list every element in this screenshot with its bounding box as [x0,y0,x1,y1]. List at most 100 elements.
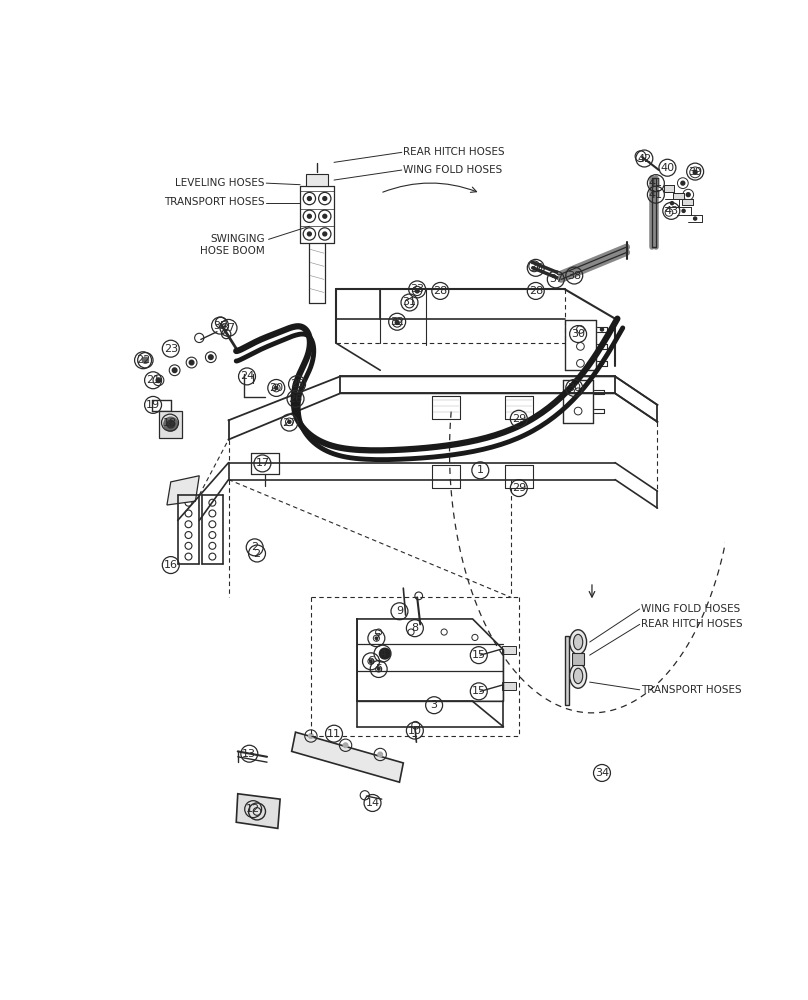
Polygon shape [565,636,569,705]
Circle shape [288,420,291,423]
Text: 11: 11 [327,729,341,739]
Circle shape [682,209,685,212]
Circle shape [693,217,696,220]
Circle shape [686,193,690,197]
Circle shape [308,214,311,218]
Text: WING FOLD HOSES: WING FOLD HOSES [403,165,503,175]
Circle shape [693,170,697,174]
Text: 6: 6 [368,656,374,666]
Text: REAR HITCH HOSES: REAR HITCH HOSES [642,619,743,629]
Polygon shape [236,794,280,828]
Text: 29: 29 [511,414,526,424]
Text: 7: 7 [372,633,380,643]
Text: 41: 41 [649,178,663,188]
Ellipse shape [574,634,583,650]
Text: WING FOLD HOSES: WING FOLD HOSES [642,604,740,614]
Bar [663,185,675,192]
Circle shape [309,734,314,738]
Circle shape [380,648,390,659]
Text: 40: 40 [660,163,675,173]
Text: 9: 9 [396,606,403,616]
Circle shape [167,420,175,428]
Text: 29: 29 [511,483,526,493]
Text: 17: 17 [255,458,270,468]
Text: 28: 28 [528,286,543,296]
Ellipse shape [570,630,587,654]
Polygon shape [292,732,403,782]
Text: 2: 2 [254,549,261,559]
Text: 35: 35 [213,321,227,331]
Text: 22: 22 [136,355,150,365]
Text: 42: 42 [638,153,651,163]
Bar [572,653,584,665]
Text: 14: 14 [365,798,380,808]
Circle shape [275,386,278,389]
Text: 20: 20 [269,383,284,393]
Text: 13: 13 [242,749,256,759]
Text: REAR HITCH HOSES: REAR HITCH HOSES [403,147,505,157]
Text: 37: 37 [549,274,563,284]
Text: 4: 4 [379,649,386,659]
Text: 28: 28 [433,286,448,296]
Circle shape [308,197,311,200]
Circle shape [681,181,684,185]
Text: TRANSPORT HOSES: TRANSPORT HOSES [164,197,265,207]
Text: 34: 34 [595,768,609,778]
Bar [673,193,684,199]
Text: 23: 23 [164,344,178,354]
Text: 30: 30 [567,383,581,393]
Text: 15: 15 [472,686,486,696]
Circle shape [296,383,299,386]
Text: 10: 10 [408,726,422,736]
Text: TRANSPORT HOSES: TRANSPORT HOSES [642,685,742,695]
Text: 12: 12 [246,804,260,814]
Circle shape [172,368,177,373]
Text: 3: 3 [431,700,438,710]
Circle shape [164,417,178,431]
Ellipse shape [574,668,583,684]
Circle shape [343,743,348,748]
Circle shape [378,752,382,757]
Text: 2: 2 [251,542,259,552]
Circle shape [208,355,213,359]
Circle shape [377,668,380,670]
Bar [502,646,516,654]
Circle shape [323,197,326,200]
Circle shape [395,321,399,324]
Circle shape [600,328,604,331]
Text: SWINGING
HOSE BOOM: SWINGING HOSE BOOM [200,234,265,256]
Text: 5: 5 [375,664,382,674]
Circle shape [323,232,326,236]
Polygon shape [167,476,200,505]
Text: 15: 15 [472,650,486,660]
Text: 18: 18 [163,418,177,428]
Circle shape [189,360,194,365]
Circle shape [415,289,419,293]
Text: 39: 39 [688,167,702,177]
Text: 16: 16 [164,560,178,570]
Text: 30: 30 [571,329,585,339]
Text: 33: 33 [410,284,424,294]
Circle shape [375,637,377,639]
Bar [682,199,692,205]
Text: 8: 8 [411,623,419,633]
Circle shape [294,397,297,400]
Text: 19: 19 [146,400,160,410]
Circle shape [671,202,674,205]
Bar [502,682,516,690]
Text: 1: 1 [477,465,484,475]
Circle shape [383,652,385,655]
Text: 31: 31 [402,297,416,307]
Text: 38: 38 [567,271,581,281]
Circle shape [370,660,372,662]
Text: 32: 32 [390,317,404,327]
Text: 21: 21 [146,375,160,385]
Text: 41: 41 [649,190,663,200]
Text: 27: 27 [282,418,297,428]
Text: 36: 36 [528,263,543,273]
Text: 25: 25 [290,379,304,389]
Text: 24: 24 [240,371,255,381]
Circle shape [600,362,604,365]
Circle shape [600,345,604,348]
Circle shape [142,357,149,363]
